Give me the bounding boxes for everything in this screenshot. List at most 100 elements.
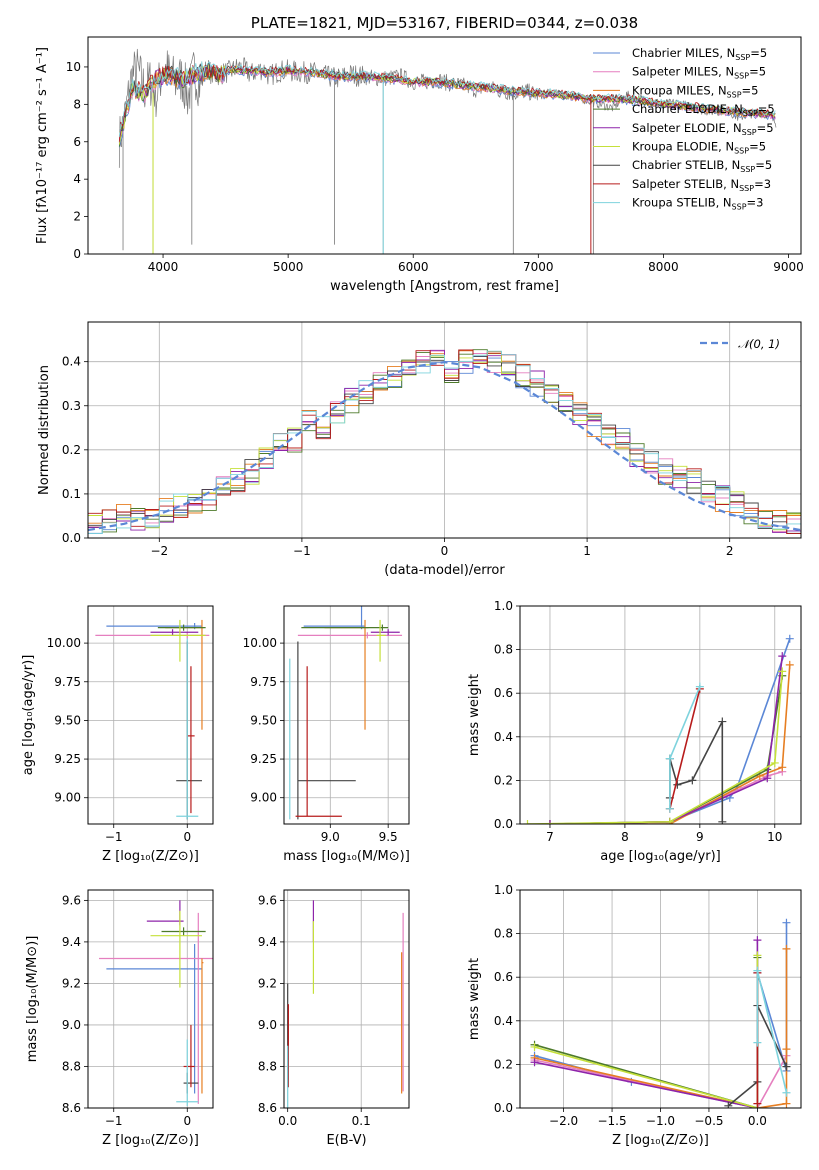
y-tick-label: 9.4 (258, 935, 277, 949)
x-axis-label: (data-model)/error (384, 563, 505, 578)
weight-series-line (669, 688, 701, 809)
y-tick-label: 9.4 (62, 935, 81, 949)
weight-point-marker (778, 667, 787, 676)
weight-point-marker (753, 1099, 762, 1108)
x-tick-label: −2 (150, 544, 168, 558)
legend-entry: Chabrier ELODIE, NSSP=5 (632, 102, 775, 118)
y-tick-label: 4 (73, 172, 81, 186)
weight-point-marker (770, 758, 779, 767)
chart-title: PLATE=1821, MJD=53167, FIBERID=0344, z=0… (251, 14, 638, 32)
y-tick-label: 9.50 (250, 713, 277, 727)
x-tick-label: −0.5 (694, 1114, 723, 1128)
weight-point-marker (530, 1042, 539, 1051)
weight-point-marker (785, 634, 794, 643)
legend: Chabrier MILES, NSSP=5 Salpeter MILES, NS… (593, 46, 775, 212)
plot-area (523, 634, 794, 824)
weight-point-marker (724, 1101, 733, 1108)
plot-area (95, 619, 210, 820)
weight-point-marker (665, 804, 674, 813)
panel-mass-vs-ebv: 0.0 0.1 8.6 8.8 9.0 9.2 9.4 9.6 E(B-V) (258, 889, 410, 1148)
y-tick-label: 0.0 (62, 531, 81, 545)
axes-frame (87, 889, 214, 1109)
x-tick-label: 4000 (148, 260, 179, 274)
legend-entry: Chabrier MILES, NSSP=5 (632, 46, 767, 62)
weight-point-marker (782, 918, 791, 927)
weight-point-marker (665, 817, 674, 824)
legend-entry: Kroupa ELODIE, NSSP=5 (632, 140, 766, 156)
legend-entry: Kroupa STELIB, NSSP=3 (632, 196, 763, 212)
legend-entry: 𝒩(0, 1) (738, 337, 780, 351)
x-tick-label: −2.0 (549, 1114, 578, 1128)
x-tick-label: 0 (183, 1114, 191, 1128)
x-axis-label: wavelength [Angstrom, rest frame] (330, 279, 559, 294)
x-tick-label: −1.5 (597, 1114, 626, 1128)
weight-series-line (534, 1055, 788, 1108)
weight-point-marker (785, 660, 794, 669)
legend-entry: Kroupa MILES, NSSP=5 (632, 83, 758, 99)
y-tick-label: 0.0 (494, 817, 513, 831)
weight-series-line (756, 969, 788, 1093)
x-tick-label: −1 (105, 1114, 123, 1128)
weight-point-marker (782, 944, 791, 953)
y-axis-label: Flux [fλ10⁻¹⁷ erg cm⁻² s⁻¹ A⁻¹] (35, 47, 50, 244)
x-axis-label: E(B-V) (326, 1133, 366, 1148)
x-tick-label: 7000 (523, 260, 554, 274)
y-tick-label: 9.50 (54, 713, 81, 727)
y-axis-label: Normed distribution (37, 365, 52, 495)
y-tick-label: 9.2 (62, 976, 81, 990)
panel-spectrum: 4000 5000 6000 7000 8000 9000 0 2 4 6 8 10 wavelengt… (35, 14, 804, 294)
y-tick-label: 0.4 (62, 355, 81, 369)
y-tick-label: 8.6 (258, 1101, 277, 1115)
x-axis-label: Z [log₁₀(Z/Z⊙)] (102, 849, 199, 864)
weight-point-marker (718, 817, 727, 824)
residual-histogram (88, 349, 801, 535)
weight-point-marker (778, 652, 787, 661)
y-tick-label: 0.6 (494, 970, 513, 984)
y-tick-label: 0.3 (62, 399, 81, 413)
y-tick-label: 2 (73, 210, 81, 224)
y-tick-label: 8 (73, 97, 81, 111)
x-tick-label: 9.5 (379, 830, 398, 844)
y-tick-label: 9.2 (258, 976, 277, 990)
model-spectrum-line (118, 61, 776, 137)
axes-frame (87, 36, 802, 255)
plot-area (289, 606, 403, 820)
panel-weight-vs-z: −2.0 −1.5 −1.0 −0.5 0.0 0.0 0.2 0.4 0.6 0.8 1.0 Z [… (467, 883, 802, 1148)
plot-area (118, 48, 777, 254)
panel-age-vs-mass: 9.0 9.5 9.00 9.25 9.50 9.75 10.00 mass [log₁₀(M… (243, 605, 410, 864)
y-axis-label: mass weight (467, 674, 482, 756)
weight-series-line (549, 675, 784, 824)
residual-histogram (88, 349, 801, 533)
y-tick-label: 1.0 (494, 883, 513, 897)
axes-frame (283, 889, 410, 1109)
axes-frame (519, 889, 802, 1109)
x-tick-label: 0 (441, 544, 449, 558)
x-tick-label: 8 (621, 830, 629, 844)
y-tick-label: 1.0 (494, 599, 513, 613)
y-tick-label: 0.6 (494, 686, 513, 700)
plot-area (99, 900, 213, 1106)
x-tick-label: −1 (293, 544, 311, 558)
y-tick-label: 0.0 (494, 1101, 513, 1115)
weight-point-marker (718, 717, 727, 726)
axes-frame (87, 605, 214, 825)
y-tick-label: 0.8 (494, 643, 513, 657)
legend-entry: Salpeter ELODIE, NSSP=5 (632, 121, 774, 137)
weight-series-line (549, 656, 784, 824)
weight-point-marker (545, 820, 554, 824)
x-tick-label: 9000 (773, 260, 804, 274)
y-tick-label: 9.75 (54, 675, 81, 689)
x-axis-label: Z [log₁₀(Z/Z⊙)] (102, 1133, 199, 1148)
weight-point-marker (688, 776, 697, 785)
y-tick-label: 0.4 (494, 1014, 513, 1028)
weight-point-marker (523, 820, 532, 824)
weight-point-marker (695, 682, 704, 691)
panel-age-vs-z: −1 0 9.00 9.25 9.50 9.75 10.00 Z [log₁₀(Z/Z⊙)] a… (21, 605, 214, 864)
panel-mass-vs-z: −1 0 8.6 8.8 9.0 9.2 9.4 9.6 Z [log₁₀(Z/Z⊙)] mass… (25, 889, 214, 1148)
axes-frame (87, 321, 802, 539)
x-axis-label: Z [log₁₀(Z/Z⊙)] (612, 1133, 709, 1148)
weight-point-marker (763, 774, 772, 783)
y-tick-label: 10.00 (243, 636, 277, 650)
legend-entry: Salpeter MILES, NSSP=5 (632, 65, 766, 81)
